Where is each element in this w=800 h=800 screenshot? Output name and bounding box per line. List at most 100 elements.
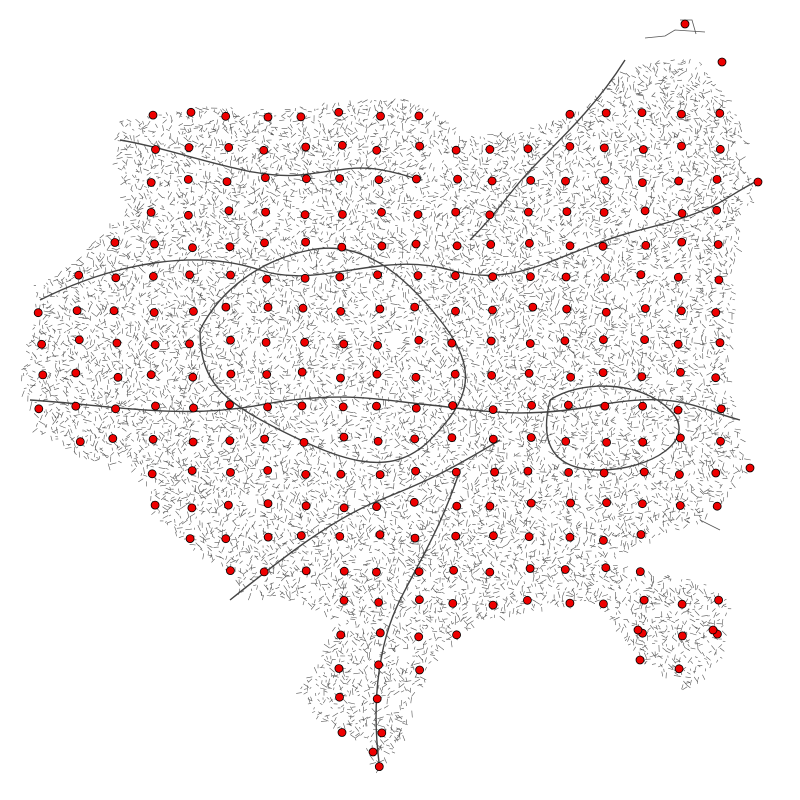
sample-point bbox=[565, 109, 575, 119]
sample-point bbox=[640, 335, 649, 345]
sample-point bbox=[368, 747, 378, 757]
sample-point bbox=[601, 273, 610, 283]
sample-point bbox=[600, 401, 610, 411]
sample-point bbox=[488, 434, 498, 444]
sample-point bbox=[673, 339, 683, 349]
sample-point bbox=[263, 465, 273, 475]
sample-point bbox=[638, 437, 648, 447]
sample-point bbox=[414, 567, 424, 577]
sample-point bbox=[447, 338, 457, 348]
sample-point bbox=[296, 531, 306, 540]
sample-point bbox=[263, 499, 273, 509]
sample-point bbox=[71, 401, 81, 411]
sample-point bbox=[108, 434, 118, 443]
sample-point bbox=[374, 762, 384, 771]
sample-point bbox=[221, 111, 231, 121]
sample-point bbox=[187, 503, 197, 513]
sample-point bbox=[301, 566, 311, 576]
sample-point bbox=[452, 630, 462, 640]
sample-point bbox=[410, 533, 420, 543]
sample-point bbox=[188, 437, 198, 447]
sample-point bbox=[337, 242, 347, 252]
sample-point bbox=[226, 335, 235, 345]
sample-point bbox=[561, 272, 571, 282]
sample-point bbox=[187, 466, 197, 476]
sample-point bbox=[374, 598, 384, 607]
sample-point bbox=[226, 270, 235, 280]
sample-point bbox=[72, 306, 82, 316]
sample-point bbox=[185, 339, 194, 349]
sample-point bbox=[525, 339, 535, 348]
major-road bbox=[229, 439, 501, 601]
sample-point bbox=[711, 308, 721, 317]
major-road bbox=[375, 469, 461, 771]
sample-point bbox=[410, 434, 420, 444]
sample-point bbox=[712, 501, 722, 511]
sample-point bbox=[224, 142, 234, 152]
sample-point bbox=[450, 271, 460, 281]
sample-point bbox=[599, 335, 608, 345]
sample-point bbox=[560, 336, 570, 346]
sample-point bbox=[113, 372, 123, 382]
sample-point bbox=[452, 501, 462, 511]
sample-point bbox=[223, 500, 233, 510]
sample-point bbox=[260, 173, 270, 183]
sample-point bbox=[150, 239, 159, 249]
sample-point bbox=[524, 532, 534, 542]
sample-point bbox=[561, 436, 571, 446]
sample-point bbox=[485, 210, 495, 220]
sample-point bbox=[635, 655, 645, 665]
sample-point bbox=[372, 369, 382, 379]
sample-point bbox=[599, 536, 608, 545]
sample-point bbox=[452, 241, 462, 251]
sample-point bbox=[222, 177, 232, 187]
sample-point bbox=[411, 239, 421, 249]
sample-point bbox=[451, 531, 461, 541]
sample-point bbox=[411, 466, 421, 476]
sample-point bbox=[226, 467, 235, 477]
sample-point bbox=[523, 595, 532, 605]
sample-point bbox=[713, 240, 723, 249]
sample-point bbox=[488, 600, 498, 610]
sample-point bbox=[450, 369, 460, 379]
sample-points bbox=[33, 19, 763, 771]
sample-point bbox=[260, 238, 269, 248]
sample-point bbox=[34, 404, 44, 414]
sample-point bbox=[112, 338, 122, 348]
sample-point bbox=[635, 567, 645, 576]
sample-point bbox=[301, 237, 311, 247]
sample-point bbox=[75, 437, 85, 447]
sample-point bbox=[300, 273, 310, 283]
major-road bbox=[29, 396, 741, 421]
sample-point bbox=[372, 401, 381, 411]
sample-point bbox=[490, 467, 500, 477]
sample-point bbox=[338, 402, 348, 412]
sample-point bbox=[487, 370, 497, 380]
sample-point bbox=[523, 144, 533, 154]
sample-point bbox=[708, 625, 718, 635]
sample-point bbox=[149, 308, 159, 317]
sample-point bbox=[638, 401, 647, 411]
sample-point bbox=[262, 274, 272, 284]
sample-point bbox=[525, 238, 534, 248]
sample-point bbox=[414, 111, 424, 121]
sample-point bbox=[186, 107, 196, 117]
sample-point bbox=[485, 567, 495, 577]
sample-point bbox=[637, 108, 647, 117]
sample-point bbox=[71, 368, 81, 378]
sample-point bbox=[565, 241, 575, 251]
sample-point bbox=[377, 728, 387, 738]
sample-point bbox=[148, 271, 158, 281]
sample-point bbox=[526, 175, 536, 185]
sample-point bbox=[453, 174, 463, 184]
sample-point bbox=[526, 433, 536, 442]
sample-point bbox=[183, 210, 193, 220]
sample-point bbox=[183, 174, 193, 184]
sample-point bbox=[715, 108, 725, 118]
sample-point bbox=[451, 145, 461, 155]
sample-point bbox=[712, 174, 722, 184]
sample-point bbox=[486, 240, 496, 249]
sample-point bbox=[565, 532, 575, 542]
sample-point bbox=[637, 372, 647, 382]
sample-point bbox=[716, 436, 725, 446]
